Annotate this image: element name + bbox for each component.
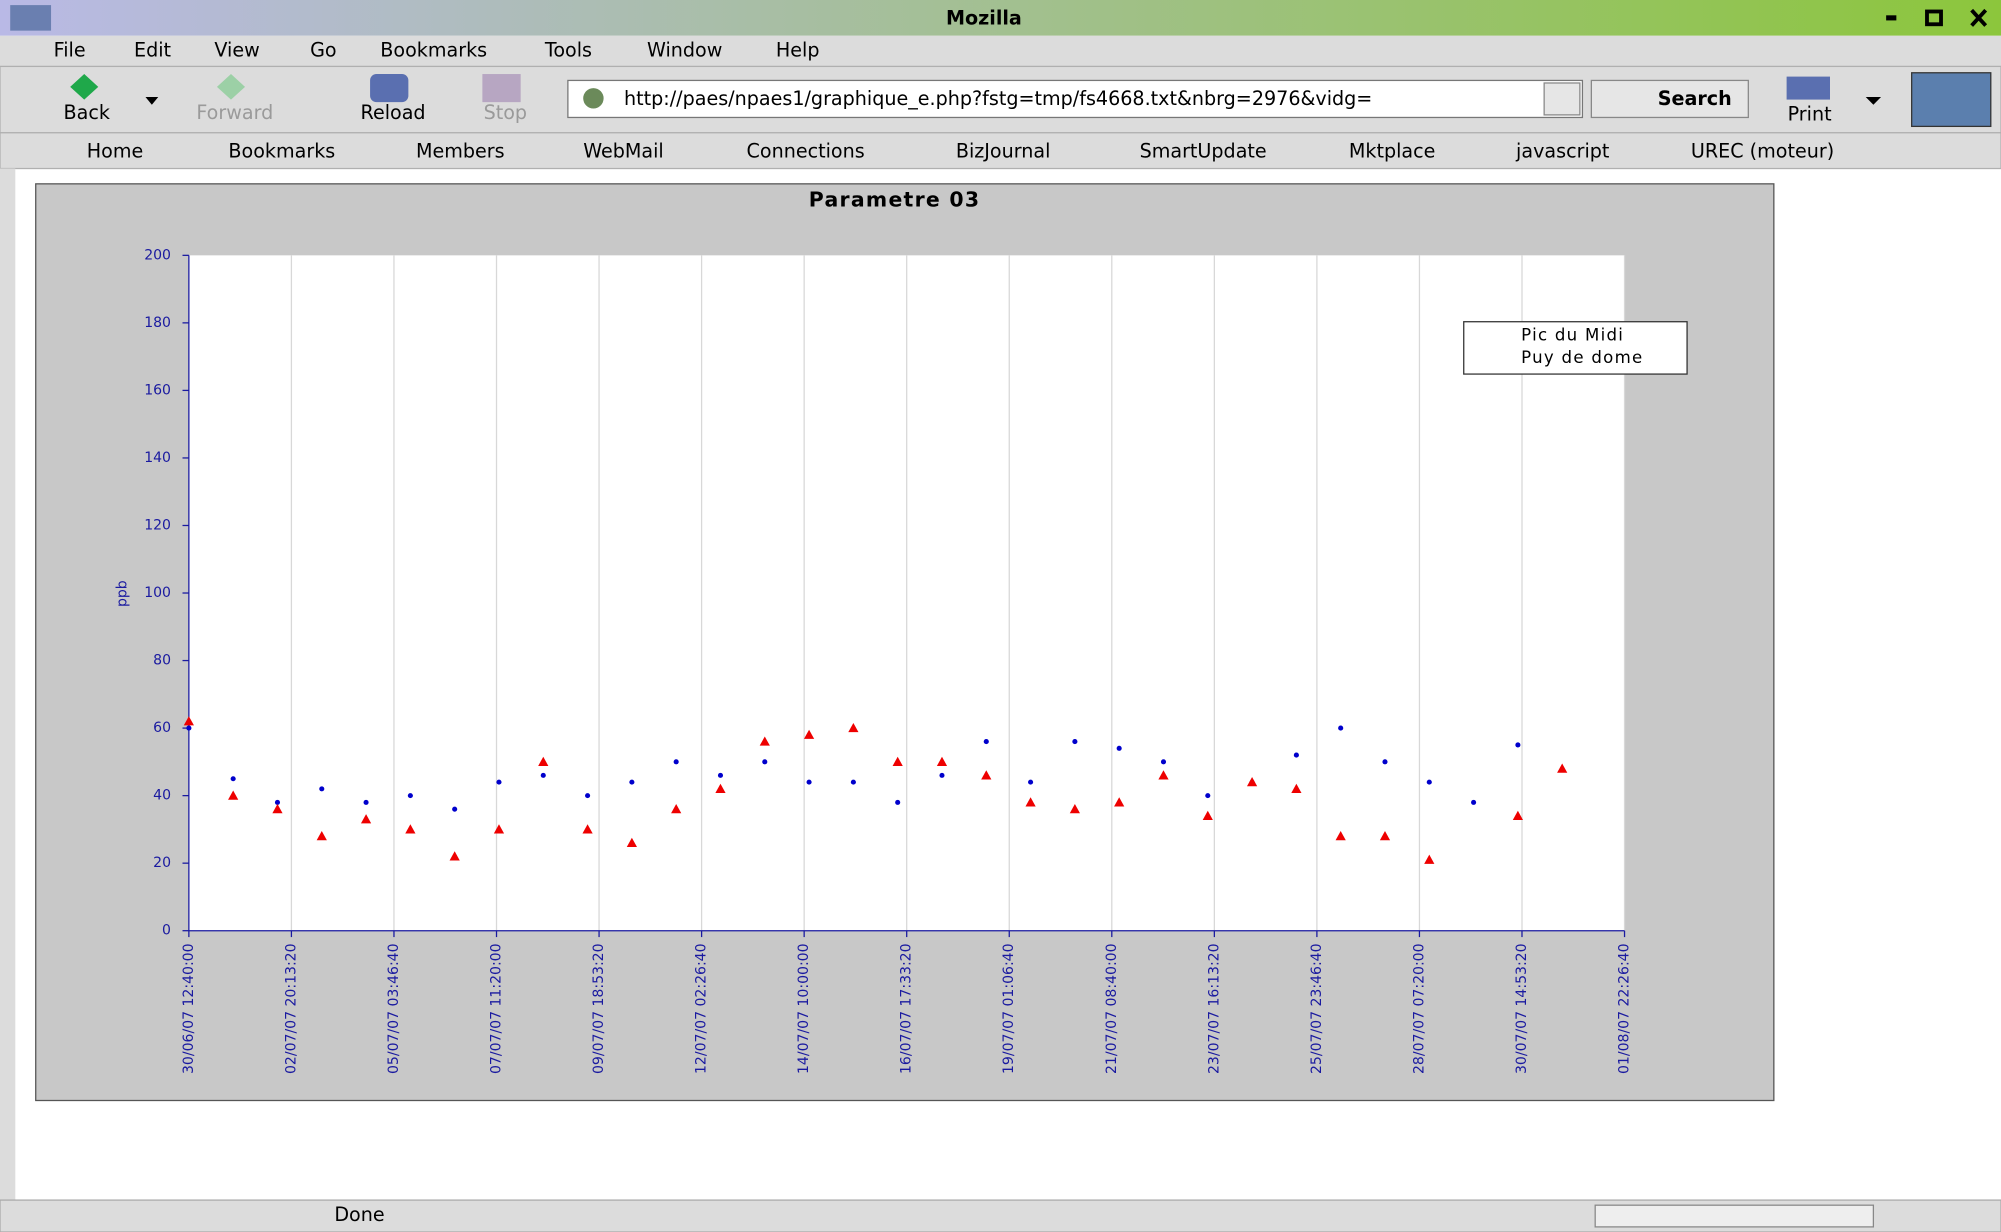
- data-point: [319, 786, 324, 791]
- y-tick-label: 160: [144, 382, 171, 398]
- bookmark[interactable]: Home: [87, 139, 143, 162]
- bookmark[interactable]: Mktplace: [1349, 139, 1436, 162]
- y-tick-label: 120: [144, 517, 171, 533]
- data-point: [1028, 780, 1033, 785]
- print-icon: [1787, 77, 1830, 100]
- legend-label: Puy de dome: [1521, 348, 1643, 367]
- data-point: [364, 800, 369, 805]
- menu-item[interactable]: File: [54, 39, 86, 62]
- menu-item[interactable]: Help: [776, 39, 820, 62]
- stop-icon: [482, 74, 520, 102]
- data-point: [895, 800, 900, 805]
- browser-window: Mozilla File Edit View Go Bookmarks Tool…: [0, 0, 2001, 1232]
- data-point: [186, 726, 191, 731]
- y-tick-label: 20: [153, 855, 171, 871]
- data-point: [585, 793, 590, 798]
- bookmark[interactable]: Bookmarks: [228, 139, 335, 162]
- legend-label: Pic du Midi: [1521, 325, 1624, 344]
- bookmark[interactable]: BizJournal: [956, 139, 1051, 162]
- y-tick-label: 40: [153, 788, 171, 804]
- data-point: [1515, 742, 1520, 747]
- menu-item[interactable]: View: [214, 39, 259, 62]
- url-go[interactable]: [1544, 83, 1580, 115]
- url-text[interactable]: http://paes/npaes1/graphique_e.php?fstg=…: [624, 87, 1372, 110]
- site-icon: [583, 88, 603, 108]
- data-point: [984, 739, 989, 744]
- data-point: [1117, 746, 1122, 751]
- bookmark[interactable]: Connections: [747, 139, 865, 162]
- bookmark[interactable]: UREC (moteur): [1691, 139, 1834, 162]
- menu-item[interactable]: Bookmarks: [380, 39, 487, 62]
- x-tick-label: 02/07/07 20:13:20: [283, 943, 299, 1074]
- x-tick-label: 01/08/07 22:26:40: [1617, 943, 1633, 1074]
- data-point: [1427, 780, 1432, 785]
- data-point: [231, 776, 236, 781]
- status-text: Done: [334, 1203, 384, 1226]
- menu-item[interactable]: Window: [647, 39, 722, 62]
- data-point: [1382, 759, 1387, 764]
- x-tick-label: 12/07/07 02:26:40: [694, 943, 710, 1074]
- progress-bar: [1595, 1205, 1873, 1227]
- bookmark[interactable]: javascript: [1515, 139, 1610, 162]
- x-tick-label: 21/07/07 08:40:00: [1104, 943, 1120, 1074]
- data-point: [452, 807, 457, 812]
- data-point: [629, 780, 634, 785]
- data-point: [1161, 759, 1166, 764]
- reload-icon: [370, 74, 408, 102]
- chart-title: Parametre 03: [809, 187, 981, 211]
- y-tick-label: 140: [144, 450, 171, 466]
- window-icon: [10, 5, 51, 31]
- forward-button[interactable]: Forward: [196, 101, 273, 124]
- y-tick-label: 200: [144, 247, 171, 263]
- y-tick-label: 80: [153, 653, 171, 669]
- throbber: [1912, 73, 1991, 127]
- menu-bar: [0, 36, 2001, 67]
- menu-item[interactable]: Edit: [134, 39, 172, 62]
- x-tick-label: 16/07/07 17:33:20: [899, 943, 915, 1074]
- menu-item[interactable]: Go: [310, 39, 337, 62]
- data-point: [1338, 726, 1343, 731]
- data-point: [1072, 739, 1077, 744]
- data-point: [1471, 800, 1476, 805]
- data-point: [674, 759, 679, 764]
- data-point: [851, 780, 856, 785]
- bookmark[interactable]: Members: [416, 139, 505, 162]
- x-tick-label: 05/07/07 03:46:40: [386, 943, 402, 1074]
- x-tick-label: 19/07/07 01:06:40: [1001, 943, 1017, 1074]
- x-tick-label: 28/07/07 07:20:00: [1411, 943, 1427, 1074]
- x-tick-label: 07/07/07 11:20:00: [489, 943, 505, 1074]
- x-tick-label: 25/07/07 23:46:40: [1309, 943, 1325, 1074]
- data-point: [1205, 793, 1210, 798]
- x-tick-label: 30/06/07 12:40:00: [181, 943, 197, 1074]
- y-axis-label: ppb: [115, 580, 131, 607]
- y-tick-label: 100: [144, 585, 171, 601]
- data-point: [762, 759, 767, 764]
- y-tick-label: 60: [153, 720, 171, 736]
- data-point: [807, 780, 812, 785]
- bookmark[interactable]: WebMail: [583, 139, 664, 162]
- data-point: [1294, 753, 1299, 758]
- stop-button[interactable]: Stop: [484, 101, 527, 124]
- y-tick-label: 0: [162, 923, 171, 939]
- data-point: [496, 780, 501, 785]
- data-point: [541, 773, 546, 778]
- back-button[interactable]: Back: [64, 101, 111, 124]
- search-button[interactable]: Search: [1658, 87, 1732, 110]
- minimize-button[interactable]: [1886, 15, 1896, 20]
- reload-button[interactable]: Reload: [361, 101, 426, 124]
- x-tick-label: 30/07/07 14:53:20: [1514, 943, 1530, 1074]
- window-edge: [0, 169, 15, 1201]
- x-tick-label: 09/07/07 18:53:20: [591, 943, 607, 1074]
- x-tick-label: 14/07/07 10:00:00: [796, 943, 812, 1074]
- x-tick-label: 23/07/07 16:13:20: [1206, 943, 1222, 1074]
- menu-item[interactable]: Tools: [544, 39, 592, 62]
- window-title: Mozilla: [946, 7, 1022, 30]
- bookmark[interactable]: SmartUpdate: [1140, 139, 1267, 162]
- data-point: [939, 773, 944, 778]
- print-button[interactable]: Print: [1788, 102, 1832, 125]
- data-point: [408, 793, 413, 798]
- data-point: [718, 773, 723, 778]
- y-tick-label: 180: [144, 315, 171, 331]
